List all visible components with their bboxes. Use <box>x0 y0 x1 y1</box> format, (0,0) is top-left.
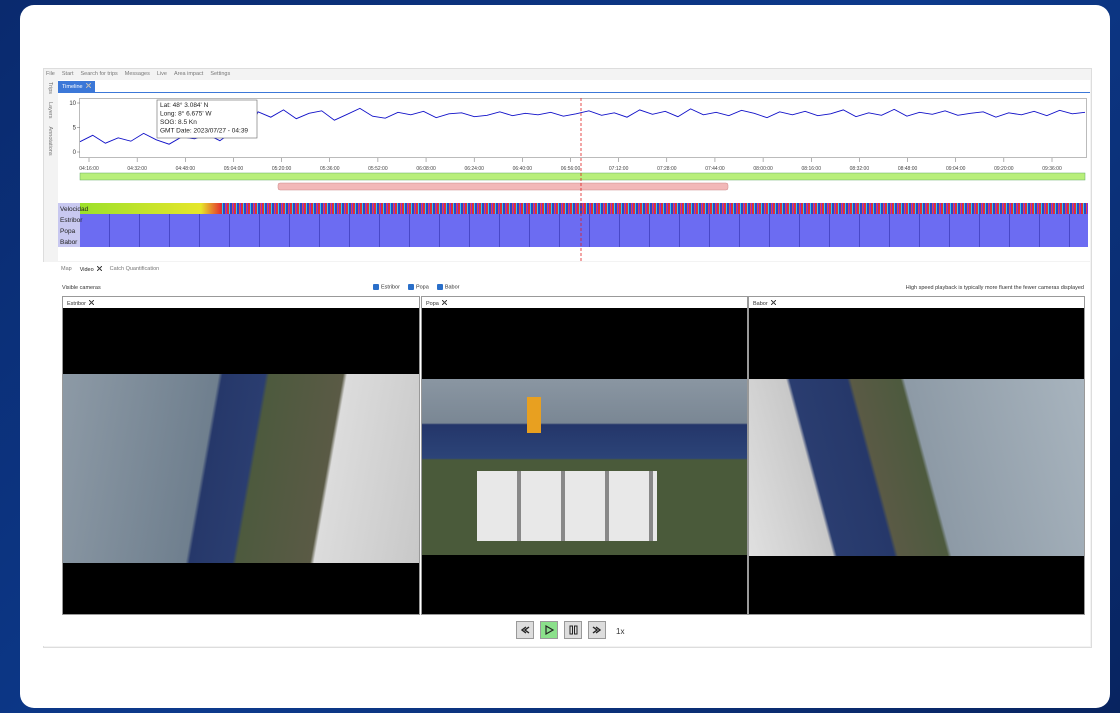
time-tick-label: 04:32:00 <box>127 166 147 172</box>
tab-label: Video <box>79 267 94 273</box>
speed-label: 1x <box>616 627 625 636</box>
checkbox[interactable] <box>436 284 443 290</box>
tab-label: Timeline <box>62 84 83 90</box>
track-label: Babor <box>60 239 78 246</box>
checkbox-label[interactable]: Babor <box>444 284 460 291</box>
side-tab[interactable]: Layers <box>47 102 53 119</box>
panel-title: Estribor <box>67 301 86 307</box>
menu-item[interactable]: Area impact <box>173 71 204 77</box>
camera-panel: Popa <box>421 296 748 615</box>
close-icon[interactable] <box>770 300 776 305</box>
tab[interactable]: Map <box>61 266 72 272</box>
side-tab[interactable]: Annotations <box>47 126 53 156</box>
panel-header: Popa <box>422 297 747 308</box>
panel-header: Babor <box>749 297 1084 308</box>
camera-panel: Babor <box>748 296 1085 615</box>
forward-button[interactable] <box>588 621 606 639</box>
time-tick-label: 08:00:00 <box>753 166 773 172</box>
time-tick-label: 09:36:00 <box>1042 166 1062 172</box>
time-tick-label: 07:12:00 <box>609 166 629 172</box>
tooltip-line: Lat: 48° 3.084' N <box>160 101 209 109</box>
camera-image <box>63 374 419 563</box>
checkbox[interactable] <box>407 284 414 290</box>
icon <box>569 625 578 635</box>
hint: High speed playback is typically more fl… <box>905 285 1084 291</box>
time-tick-label: 05:52:00 <box>368 166 388 172</box>
time-tick-label: 04:48:00 <box>176 166 196 172</box>
time-tick-label: 07:44:00 <box>705 166 725 172</box>
pause-button[interactable] <box>564 621 582 639</box>
checkbox[interactable] <box>373 284 379 290</box>
time-tick-label: 08:32:00 <box>850 166 870 172</box>
track-label: Estribor <box>60 217 83 224</box>
menu-item[interactable]: Live <box>156 71 167 77</box>
tooltip-box <box>156 99 258 139</box>
icon <box>545 624 555 636</box>
icon <box>592 626 602 634</box>
y-tick-label: 5 <box>73 126 77 132</box>
close-icon[interactable] <box>441 300 447 305</box>
camera-tracks <box>80 214 1088 247</box>
time-tick-label: 09:20:00 <box>994 166 1014 172</box>
track-label: Popa <box>60 228 76 235</box>
tab[interactable]: Video <box>80 266 102 273</box>
time-tick-label: 06:08:00 <box>416 166 436 172</box>
time-tick-label: 05:04:00 <box>224 166 244 172</box>
tooltip-line: GMT Date: 2023/07/27 - 04:39 <box>160 128 248 135</box>
menu-item[interactable]: Start <box>61 71 74 77</box>
time-tick-label: 06:40:00 <box>513 166 533 172</box>
side-tab[interactable]: Trips <box>47 82 53 95</box>
camera-image <box>422 379 747 555</box>
checkbox-label[interactable]: Estribor <box>381 284 400 291</box>
camera-image <box>749 379 1084 556</box>
fish-bins <box>477 471 657 541</box>
timeline-tab[interactable]: Timeline <box>58 81 95 92</box>
time-tick-label: 08:16:00 <box>802 166 822 172</box>
side-tabs: Trips Layers Annotations <box>45 82 55 156</box>
bottom-tabs: Map Video Catch Quantification <box>61 266 159 273</box>
time-tick-label: 06:56:00 <box>561 166 581 172</box>
panel-title: Babor <box>753 301 768 307</box>
y-tick-label: 10 <box>69 101 76 107</box>
rewind-button[interactable] <box>516 621 534 639</box>
time-tick-label: 04:16:00 <box>79 166 99 172</box>
camera-checkboxes: Estribor Popa Babor <box>365 284 460 290</box>
menu-item[interactable]: Settings <box>210 71 231 77</box>
tooltip-line: Long: 8° 6.675' W <box>160 110 212 118</box>
visible-label: Visible cameras <box>62 285 101 291</box>
tooltip-line: SOG: 8.5 Kn <box>160 119 197 126</box>
icon <box>520 626 530 634</box>
crew-member <box>527 397 541 433</box>
time-tick-label: 05:36:00 <box>320 166 340 172</box>
panel-title: Popa <box>426 301 439 307</box>
time-tick-label: 06:24:00 <box>464 166 484 172</box>
checkbox-label[interactable]: Popa <box>415 284 429 291</box>
time-tick-label: 09:04:00 <box>946 166 966 172</box>
close-icon[interactable] <box>88 300 94 305</box>
track-labels-bg <box>58 203 80 247</box>
play-button[interactable] <box>540 621 558 639</box>
close-icon[interactable] <box>96 266 102 271</box>
velocity-strip <box>80 203 1088 214</box>
y-tick-label: 0 <box>73 150 77 156</box>
timeline-header <box>58 80 1090 93</box>
camera-panel: Estribor <box>62 296 420 615</box>
menu-item[interactable]: File <box>46 71 55 77</box>
trip-bar <box>79 172 1086 181</box>
selection-bar <box>277 182 729 191</box>
time-tick-label: 05:20:00 <box>272 166 292 172</box>
track-label: Velocidad <box>60 206 89 213</box>
panel-header: Estribor <box>63 297 419 308</box>
close-icon[interactable] <box>85 83 91 88</box>
menu-item[interactable]: Search for trips <box>80 71 118 77</box>
time-tick-label: 07:28:00 <box>657 166 677 172</box>
time-tick-label: 08:48:00 <box>898 166 918 172</box>
menu-bar: File Start Search for trips Messages Live Are… <box>46 71 230 77</box>
tab[interactable]: Catch Quantification <box>109 266 160 272</box>
menu-item[interactable]: Messages <box>124 71 150 77</box>
